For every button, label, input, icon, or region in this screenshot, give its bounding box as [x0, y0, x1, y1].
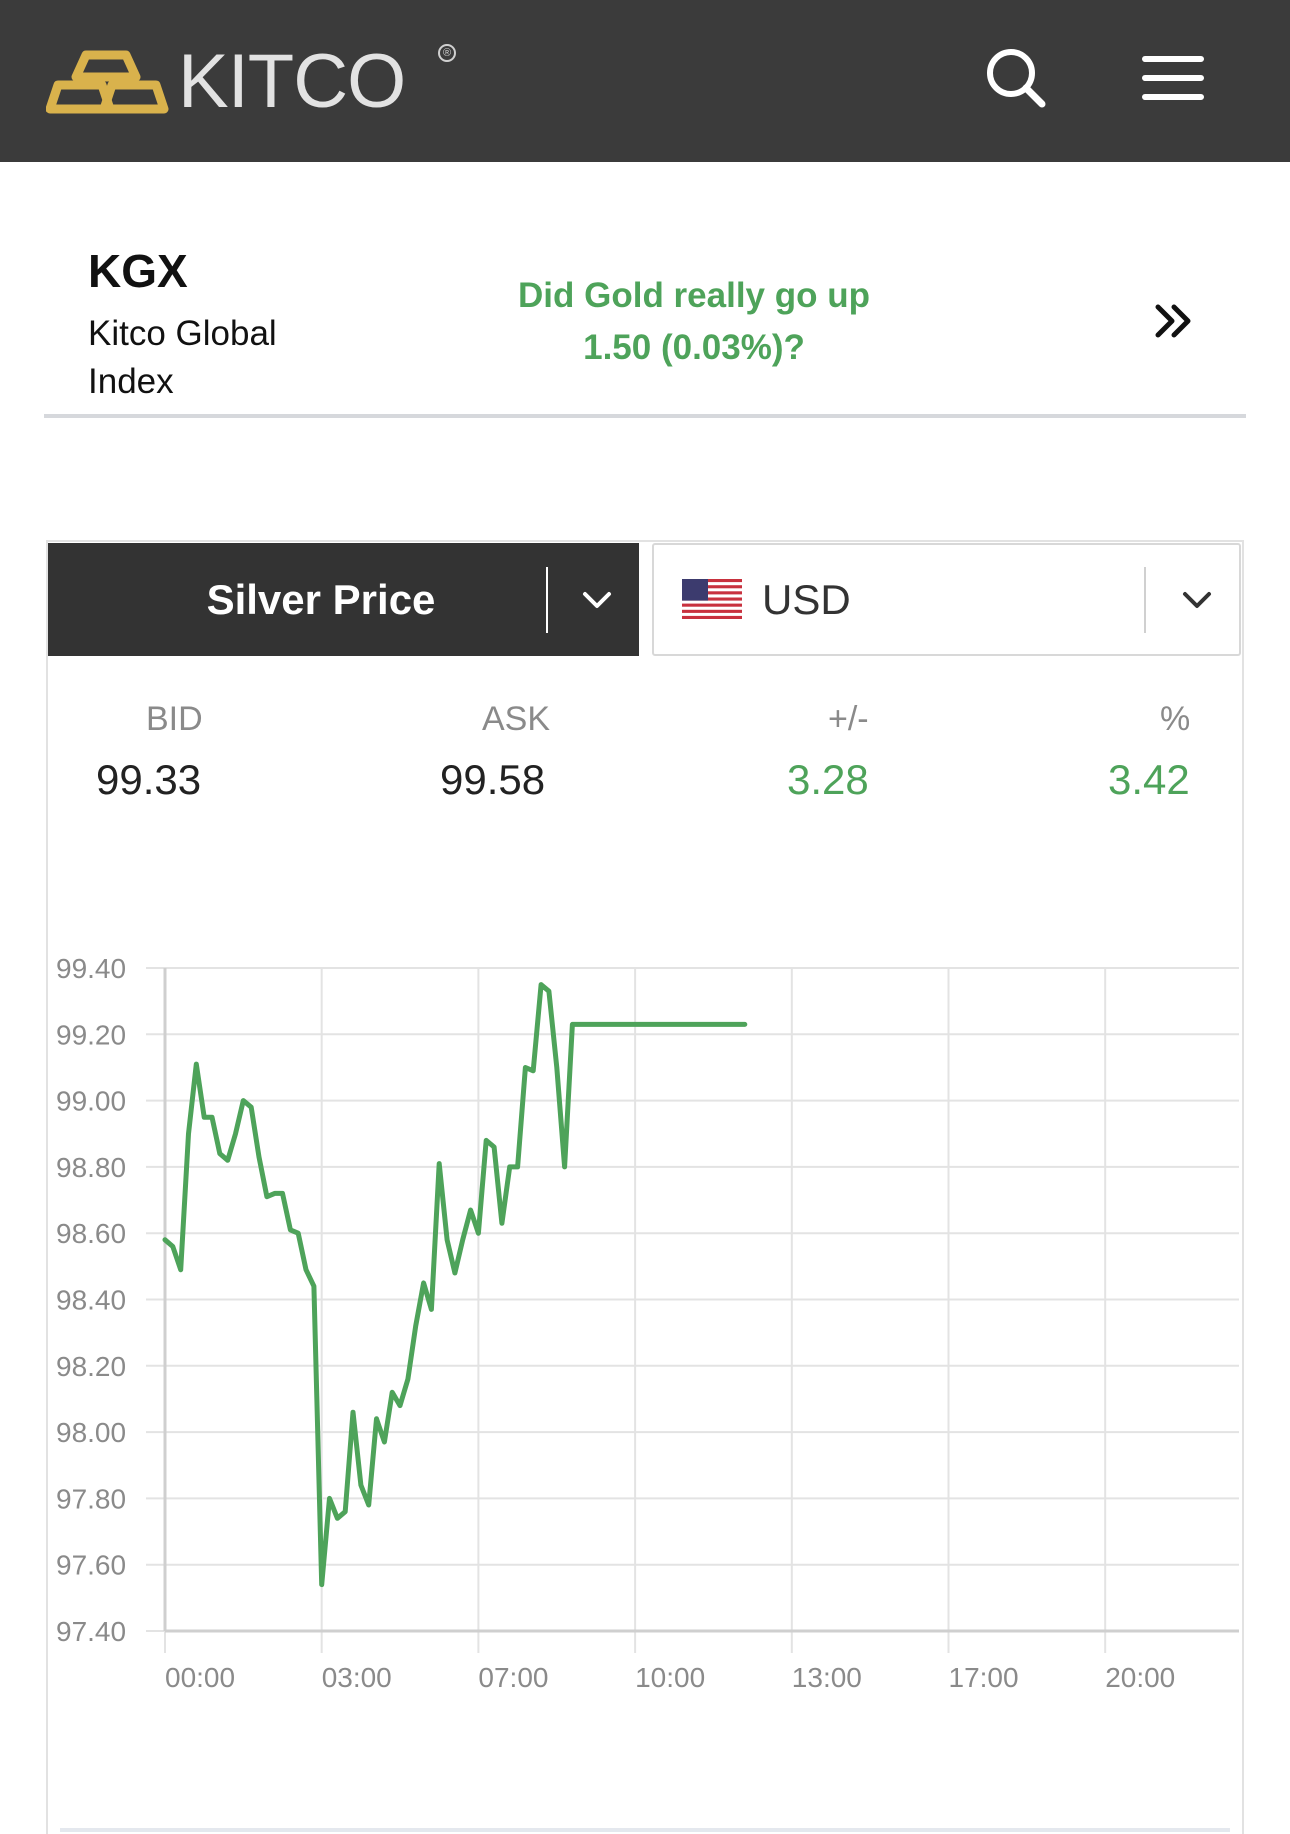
double-chevron-right-icon[interactable]: [1152, 298, 1198, 344]
gold-bars-logo-icon: [46, 50, 169, 114]
bid-value: 99.33: [96, 756, 202, 803]
metal-select-dropdown[interactable]: Silver Price: [48, 543, 639, 656]
chevron-down-icon: [1183, 592, 1211, 608]
x-tick-label: 03:00: [322, 1662, 392, 1693]
registered-mark: ®: [438, 44, 456, 62]
silver-price-chart: 99.40 99.20 99.00 98.80 98.60 98.40 98.20 98.00…: [56, 953, 1239, 1693]
price-line-series: [162, 982, 748, 1588]
percent-value: 3.42: [1108, 756, 1190, 803]
search-icon: [987, 49, 1046, 108]
ask-label: ASK: [482, 700, 551, 738]
search-button[interactable]: [984, 46, 1048, 110]
change-label: +/-: [828, 700, 869, 738]
metal-select-label: Silver Price: [206, 576, 436, 623]
metal-select-divider: [546, 567, 548, 633]
kgx-question-line1: Did Gold really go up: [518, 276, 870, 315]
x-tick-label: 13:00: [792, 1662, 862, 1693]
logo-wordmark: KITCO: [178, 39, 406, 124]
currency-select-divider: [1144, 567, 1146, 633]
x-tick-label: 00:00: [165, 1662, 235, 1693]
y-tick-label: 98.20: [56, 1351, 126, 1382]
kgx-title: KGX: [88, 245, 188, 297]
y-tick-label: 98.60: [56, 1218, 126, 1249]
kgx-question-line2: 1.50 (0.03%)?: [583, 328, 805, 367]
y-tick-label: 98.00: [56, 1417, 126, 1448]
bid-label: BID: [146, 700, 203, 738]
y-tick-label: 99.00: [56, 1086, 126, 1117]
y-tick-label: 98.40: [56, 1285, 126, 1316]
percent-label: %: [1160, 700, 1191, 738]
x-tick-label: 20:00: [1105, 1662, 1175, 1693]
x-tick-label: 10:00: [635, 1662, 705, 1693]
y-tick-label: 99.40: [56, 953, 126, 984]
widget-bottom-divider: [60, 1828, 1230, 1832]
currency-select-dropdown[interactable]: USD: [652, 543, 1241, 656]
y-tick-label: 97.40: [56, 1616, 126, 1647]
kgx-banner[interactable]: KGX Kitco Global Index Did Gold really g…: [44, 240, 1246, 418]
x-tick-label: 07:00: [478, 1662, 548, 1693]
x-tick-label: 17:00: [949, 1662, 1019, 1693]
kgx-question-link[interactable]: Did Gold really go up 1.50 (0.03%)?: [424, 270, 964, 374]
us-flag-icon: [682, 579, 742, 619]
price-widget: [46, 540, 1244, 1834]
currency-select-label: USD: [762, 576, 851, 623]
menu-button[interactable]: [1140, 54, 1206, 102]
y-tick-label: 97.80: [56, 1483, 126, 1514]
kgx-subtitle: Kitco Global Index: [88, 314, 277, 401]
kitco-logo[interactable]: KITCO ®: [46, 39, 456, 124]
change-value: 3.28: [787, 756, 869, 803]
y-tick-label: 97.60: [56, 1550, 126, 1581]
chevron-down-icon: [583, 592, 611, 608]
ask-value: 99.58: [440, 756, 546, 803]
hamburger-menu-icon: [1142, 56, 1204, 100]
y-tick-label: 98.80: [56, 1152, 126, 1183]
top-navigation-bar: KITCO ®: [0, 0, 1290, 162]
y-tick-label: 99.20: [56, 1019, 126, 1050]
